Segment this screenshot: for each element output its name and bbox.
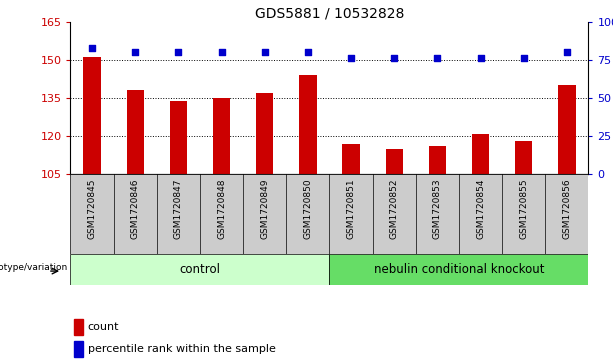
Text: GSM1720848: GSM1720848 bbox=[217, 178, 226, 239]
Bar bbox=[515, 141, 532, 174]
Text: GSM1720845: GSM1720845 bbox=[88, 178, 97, 239]
Text: genotype/variation: genotype/variation bbox=[0, 264, 68, 273]
Text: count: count bbox=[88, 322, 119, 332]
Text: GSM1720849: GSM1720849 bbox=[261, 178, 269, 239]
Text: GSM1720856: GSM1720856 bbox=[562, 178, 571, 239]
Bar bbox=[83, 57, 101, 174]
Bar bbox=[299, 75, 316, 174]
Point bbox=[303, 49, 313, 55]
Text: GSM1720853: GSM1720853 bbox=[433, 178, 442, 239]
Point bbox=[476, 56, 485, 61]
Bar bbox=[330, 254, 588, 285]
Bar bbox=[386, 149, 403, 174]
Bar bbox=[74, 340, 83, 357]
Point bbox=[131, 49, 140, 55]
Bar bbox=[213, 98, 230, 174]
Text: GSM1720854: GSM1720854 bbox=[476, 178, 485, 239]
Text: GSM1720855: GSM1720855 bbox=[519, 178, 528, 239]
Point bbox=[260, 49, 270, 55]
Bar bbox=[343, 144, 360, 174]
Bar bbox=[74, 319, 83, 335]
Point bbox=[173, 49, 183, 55]
Bar bbox=[558, 85, 576, 174]
Text: control: control bbox=[180, 263, 221, 276]
Text: GSM1720852: GSM1720852 bbox=[390, 178, 398, 239]
Point bbox=[87, 45, 97, 50]
Text: nebulin conditional knockout: nebulin conditional knockout bbox=[374, 263, 544, 276]
Bar bbox=[428, 146, 446, 174]
Text: GSM1720851: GSM1720851 bbox=[346, 178, 356, 239]
Point bbox=[346, 56, 356, 61]
Text: percentile rank within the sample: percentile rank within the sample bbox=[88, 344, 275, 354]
Point bbox=[562, 49, 572, 55]
Point bbox=[519, 56, 528, 61]
Bar bbox=[70, 254, 330, 285]
Text: GSM1720847: GSM1720847 bbox=[174, 178, 183, 239]
Title: GDS5881 / 10532828: GDS5881 / 10532828 bbox=[255, 7, 404, 21]
Point bbox=[389, 56, 399, 61]
Bar bbox=[256, 93, 273, 174]
Bar bbox=[170, 101, 187, 174]
Text: GSM1720850: GSM1720850 bbox=[303, 178, 313, 239]
Bar bbox=[472, 134, 489, 174]
Point bbox=[216, 49, 226, 55]
Bar bbox=[127, 90, 144, 174]
Text: GSM1720846: GSM1720846 bbox=[131, 178, 140, 239]
Point bbox=[433, 56, 443, 61]
